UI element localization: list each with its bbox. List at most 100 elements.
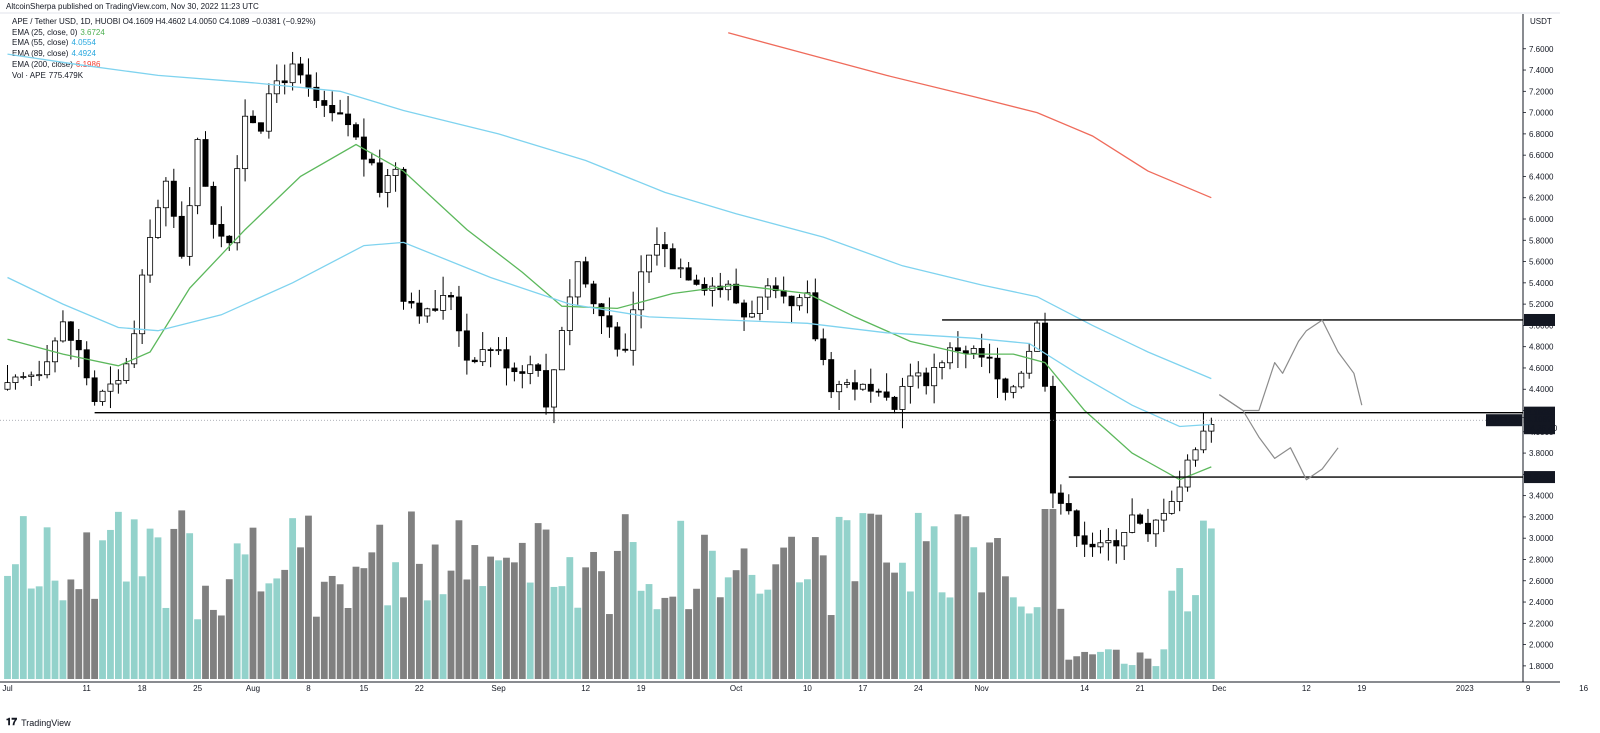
candle-body [273,80,280,95]
volume-bar [978,592,986,679]
volume-bar [510,562,518,679]
volume-bar [891,572,898,679]
x-tick-label: 15 [359,684,368,693]
candle-body [574,261,581,298]
volume-bar [423,600,431,679]
level-price-label: 4.1800 [1527,409,1552,418]
volume-bar [217,615,225,679]
candle-body [1105,540,1112,544]
candle-body [970,348,977,354]
volume-bar [1089,654,1096,679]
candle-body [416,302,423,317]
legend-row-4: Vol · APE 775.479K [12,71,316,82]
candle-body [661,244,668,250]
level-price-label: 3.5745 [1527,473,1552,482]
level-price-tag [1524,471,1555,484]
candle-body [946,347,953,364]
current-price-tag [1524,414,1555,435]
candle-body [368,158,375,164]
candle-body [733,283,740,304]
volume-bar [1128,665,1136,679]
candle-body [265,93,272,132]
volume-bar [819,555,827,679]
volume-bar [1120,663,1128,679]
volume-bar [35,586,43,679]
candle-body [844,382,851,385]
volume-bar [281,569,289,679]
candle-body [582,261,589,285]
candle-body [939,362,946,368]
volume-bar [1168,590,1176,679]
candle-body [321,100,328,106]
symbol-label: APEUSDT [1489,416,1527,425]
current-price-value: 4.1089 [1527,415,1552,424]
volume-bar [621,514,629,679]
candle-body [820,338,827,360]
candle-body [1129,514,1136,533]
candle-body [511,367,518,373]
candle-body [281,80,288,84]
volume-bar [558,586,566,679]
volume-bar [661,597,669,679]
candle-body [614,326,621,350]
volume-bar [677,520,685,679]
candle-body [1057,492,1064,504]
legend-row-0: EMA (25, close, 0) 3.6724 [12,28,316,39]
candle-body [487,349,494,351]
legend-ohlc: O4.1609 H4.4602 L4.0050 C4.1089 −0.0381 … [122,17,316,26]
candle-body [701,283,708,291]
candle-body [828,359,835,393]
legend-row-2: EMA (89, close) 4.4924 [12,49,316,60]
volume-bar [906,591,914,679]
candle-body [590,283,597,305]
volume-bar [1136,652,1144,679]
candle-body [1073,510,1080,537]
candle-body [907,375,914,387]
volume-bar [701,534,708,679]
x-tick-label: 19 [637,684,646,693]
volume-bar [1049,509,1057,679]
legend-label: EMA (55, close) [12,38,69,48]
candle-body [345,113,352,126]
legend-row-3: EMA (200, close) 6.1986 [12,60,316,71]
volume-bar [479,586,487,679]
bearish-projection [1218,394,1339,481]
volume-bar [526,582,534,679]
legend-indicators: EMA (25, close, 0) 3.6724 EMA (55, close) 4… [12,28,316,82]
volume-bar [598,571,605,679]
candle-body [748,313,755,318]
x-tick-label: Aug [246,684,260,693]
y-tick-label: 7.2000 [1529,87,1554,96]
candle-body [867,383,874,392]
legend-value: 775.479K [48,70,84,80]
x-tick-label: 11 [83,684,92,693]
volume-bar [130,519,138,679]
y-tick-label: 2.4000 [1529,598,1554,607]
candle-body [162,180,169,209]
candle-body [1018,372,1025,388]
volume-bar [257,591,265,679]
candle-body [1065,503,1072,512]
legend-label: EMA (89, close) [12,49,69,59]
candle-body [147,237,154,276]
volume-bar [12,564,19,679]
candle-body [329,105,336,114]
candle-body [685,267,692,281]
symbol-tag [1486,414,1522,427]
y-axis-unit: USDT [1530,17,1552,26]
candle-body [455,296,462,332]
volume-bar [930,526,938,679]
x-tick-label: 16 [1579,684,1588,693]
volume-bar [1081,651,1089,679]
x-tick-label: Oct [730,684,743,693]
volume-bar [1041,509,1049,679]
candle-body [337,112,344,115]
volume-bar [265,583,273,679]
volume-bar [75,589,83,679]
volume-bar [685,609,693,679]
candle-body [376,162,383,193]
candle-body [495,349,502,352]
candle-body [194,139,201,207]
x-tick-label: Dec [1212,684,1226,693]
